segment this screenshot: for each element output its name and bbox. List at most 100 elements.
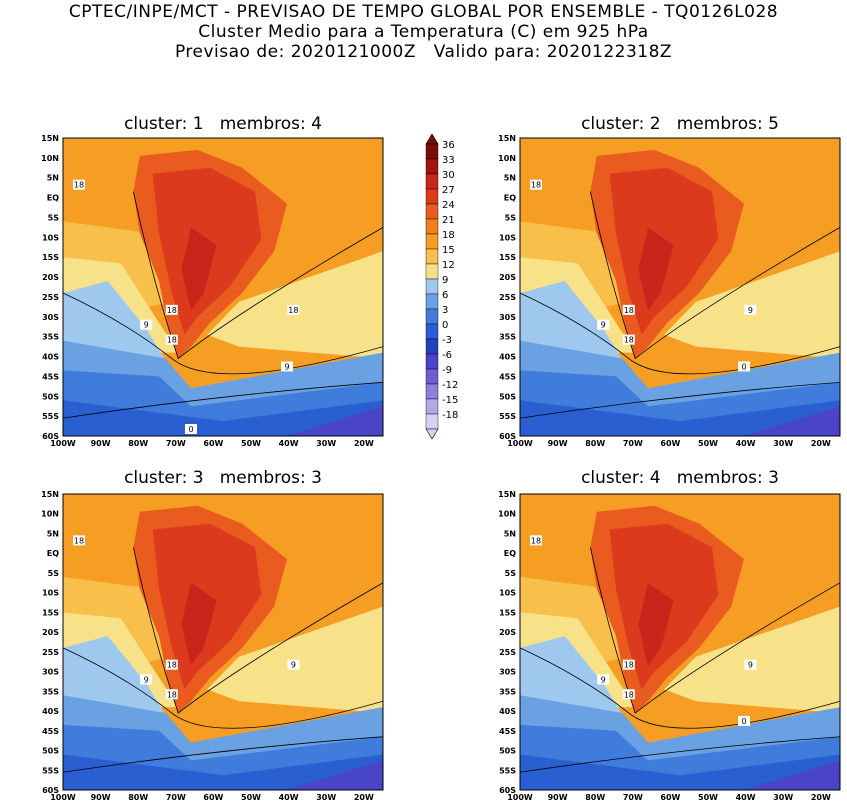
contour-label: 18: [74, 536, 84, 545]
colorbar-level-label: 27: [442, 185, 455, 196]
contour-label-bg: [597, 674, 610, 685]
contour-18: [590, 547, 841, 714]
lat-label: 10N: [498, 510, 516, 519]
contour-label-bg: [530, 179, 542, 190]
contour-0: [519, 381, 841, 419]
colorbar-level-label: 30: [442, 170, 455, 181]
lat-label: 25S: [499, 648, 516, 657]
lat-label: 5S: [48, 213, 60, 222]
lon-label: 40W: [736, 793, 756, 802]
lon-label: 80W: [128, 793, 148, 802]
map-panel-1: 18 18 18 9 18 9 0 15N 10N 5N EQ 5S 10S 15S 20S 25S 30S 35…: [41, 134, 384, 448]
colorbar-level-label: 33: [442, 155, 455, 166]
lat-label: 50S: [499, 747, 516, 756]
lat-label: 5N: [504, 529, 516, 538]
lon-label: 60W: [660, 793, 680, 802]
lat-label: EQ: [47, 194, 59, 203]
panel-4-title: cluster: 4 membros: 3: [581, 468, 779, 488]
lon-label: 60W: [660, 439, 680, 448]
lat-label: 15S: [499, 253, 516, 262]
lat-label: EQ: [504, 549, 516, 558]
lon-label: 40W: [736, 439, 756, 448]
lat-label: 55S: [499, 412, 516, 421]
contour-label: 18: [167, 661, 177, 670]
field-band-0: [63, 400, 383, 436]
field-band-0: [63, 754, 383, 790]
map-frame: [519, 137, 841, 437]
lat-label: 15N: [41, 490, 59, 499]
land-warm-30: [638, 582, 674, 666]
lat-label: 5N: [47, 174, 59, 183]
lon-label: 30W: [773, 439, 793, 448]
lat-label: 10S: [499, 589, 516, 598]
colorbar-level-label: 15: [442, 245, 455, 256]
colorbar-level-label: 18: [442, 230, 455, 241]
lat-label: 5S: [505, 569, 517, 578]
map-frame: [62, 137, 384, 437]
map-frame: [519, 493, 841, 791]
land-warm-30: [181, 582, 217, 666]
contour-18: [590, 191, 841, 360]
lat-label: 60S: [42, 786, 59, 795]
lon-label: 90W: [548, 439, 568, 448]
header-subtitle: Cluster Medio para a Temperatura (C) em …: [198, 22, 649, 42]
lat-label: 30S: [42, 668, 59, 677]
contour-label: 18: [624, 690, 634, 699]
lon-label: 70W: [623, 793, 643, 802]
contour-label: 18: [288, 306, 298, 315]
contour-label: 9: [601, 675, 606, 684]
contour-label-bg: [140, 674, 153, 685]
lat-label: 15N: [498, 490, 516, 499]
colorbar-level-label: 24: [442, 200, 455, 211]
contour-label: 9: [748, 306, 753, 315]
lat-label: 55S: [499, 766, 516, 775]
colorbar-swatch: [425, 173, 439, 190]
lat-label: 10N: [41, 154, 59, 163]
colorbar-swatch: [425, 248, 439, 265]
map-4: 18 18 18 9 9 0 15N 10N 5N EQ 5S 10S 15S 20S 25S 30S 35S 4…: [498, 490, 841, 802]
lon-label: 20W: [811, 793, 831, 802]
colorbar-swatch: [425, 158, 439, 175]
contour-label-bg: [73, 535, 85, 546]
contour-label: 0: [741, 717, 746, 726]
colorbar-swatch: [425, 398, 439, 415]
colorbar-bottom-arrow: [425, 428, 439, 440]
contour-label-bg: [287, 659, 300, 670]
colorbar-swatch: [425, 308, 439, 325]
contour-label-bg: [622, 689, 635, 700]
lon-label: 100W: [507, 439, 533, 448]
map-panel-3: 18 18 18 9 9 15N 10N 5N EQ 5S 10S 15S 20S 25S 30S 35S 40…: [41, 490, 384, 802]
lat-label: 30S: [42, 313, 59, 322]
lat-label: 30S: [499, 313, 516, 322]
lon-label: 70W: [623, 439, 643, 448]
colorbar-swatch: [425, 383, 439, 400]
lon-label: 90W: [548, 793, 568, 802]
lon-label: 20W: [354, 439, 374, 448]
lat-label: 35S: [499, 333, 516, 342]
lat-label: 40S: [42, 353, 59, 362]
map-panel-2: 18 18 18 9 9 0 15N 10N 5N EQ 5S 10S 15S 20S 25S 30S 35S 4…: [498, 134, 841, 448]
field-band-cold: [744, 406, 840, 436]
lat-label: 60S: [42, 432, 59, 441]
lon-label: 30W: [316, 793, 336, 802]
lat-label: 40S: [42, 707, 59, 716]
contour-0: [62, 381, 384, 419]
contour-label-bg: [165, 689, 178, 700]
colorbar-swatch: [425, 353, 439, 370]
lat-label: 45S: [42, 727, 59, 736]
lat-label: 25S: [499, 293, 516, 302]
lat-label: 25S: [42, 293, 59, 302]
lon-label: 60W: [203, 793, 223, 802]
colorbar-level-label: 12: [442, 260, 455, 271]
contour-label-bg: [185, 424, 197, 435]
contour-label-bg: [622, 334, 635, 345]
land-warm-30: [181, 227, 217, 311]
contour-label: 0: [188, 425, 193, 434]
lat-label: 5S: [505, 213, 517, 222]
contour-label: 9: [601, 321, 606, 330]
contour-label-bg: [281, 361, 293, 372]
lat-label: 20S: [42, 628, 59, 637]
colorbar-level-label: -9: [442, 365, 452, 376]
map-panel-4: 18 18 18 9 9 0 15N 10N 5N EQ 5S 10S 15S 20S 25S 30S 35S 4…: [498, 490, 841, 802]
lon-label: 90W: [91, 793, 111, 802]
